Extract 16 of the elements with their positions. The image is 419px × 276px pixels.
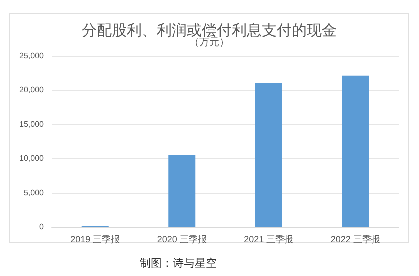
y-tick-label: 10,000: [20, 154, 45, 164]
x-tick-label: 2020 三季报: [157, 234, 207, 244]
x-tick-label: 2021 三季报: [244, 234, 294, 244]
text: 制图：诗与星空: [140, 256, 217, 271]
x-tick-label: 2022 三季报: [330, 234, 380, 244]
y-tick-label: 5,000: [24, 188, 45, 198]
x-tick-label: 2019 三季报: [70, 234, 120, 244]
y-tick-label: 25,000: [20, 52, 45, 60]
chart-subtitle: （万元）: [190, 38, 230, 48]
y-tick-label: 20,000: [20, 86, 45, 95]
chart-title: 分配股利、利润或偿付利息支付的现金: [82, 22, 337, 40]
bar: [342, 76, 370, 227]
bar: [168, 155, 196, 227]
bar: [255, 83, 282, 227]
y-tick-label: 0: [40, 222, 45, 232]
y-tick-label: 15,000: [20, 120, 45, 129]
